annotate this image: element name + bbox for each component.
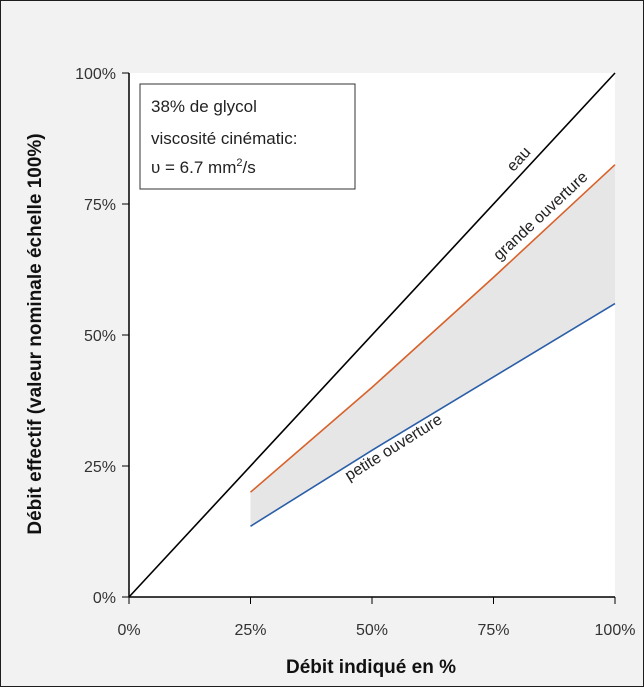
y-tick-label: 0% — [93, 590, 116, 607]
y-tick-label: 50% — [84, 328, 116, 345]
y-tick-label: 75% — [84, 197, 116, 214]
tick-layer: 0% 25% 50% 75% 100% 0% 25% 50% 75% 100% — [75, 66, 635, 639]
annotation-line-3-suffix: /s — [242, 158, 255, 177]
annotation-line-1: 38% de glycol — [151, 97, 257, 116]
x-tick-label: 75% — [477, 622, 509, 639]
y-tick-label: 25% — [84, 459, 116, 476]
annotation-line-3: υ = 6.7 mm2/s — [151, 157, 256, 177]
annotation-line-3-prefix: υ = 6.7 mm — [151, 158, 236, 177]
y-axis-title: Débit effectif (valeur nominale échelle … — [25, 133, 46, 534]
series-line-eau — [128, 72, 616, 598]
x-tick-label: 25% — [234, 622, 266, 639]
x-tick-label: 100% — [595, 622, 636, 639]
y-tick-label: 100% — [75, 66, 116, 83]
series-line-petite-ouverture — [250, 302, 616, 527]
annotation-box: 38% de glycol viscosité cinématic: υ = 6… — [139, 83, 356, 190]
x-axis-title: Débit indiqué en % — [286, 657, 456, 678]
series-line-grande-ouverture — [249, 164, 616, 493]
x-tick-label: 50% — [356, 622, 388, 639]
x-tick-label: 0% — [117, 622, 140, 639]
annotation-line-3-sup: 2 — [236, 157, 242, 169]
series-layer — [128, 72, 616, 598]
shaded-band — [250, 164, 615, 527]
annotation-line-2: viscosité cinématic: — [151, 129, 297, 148]
